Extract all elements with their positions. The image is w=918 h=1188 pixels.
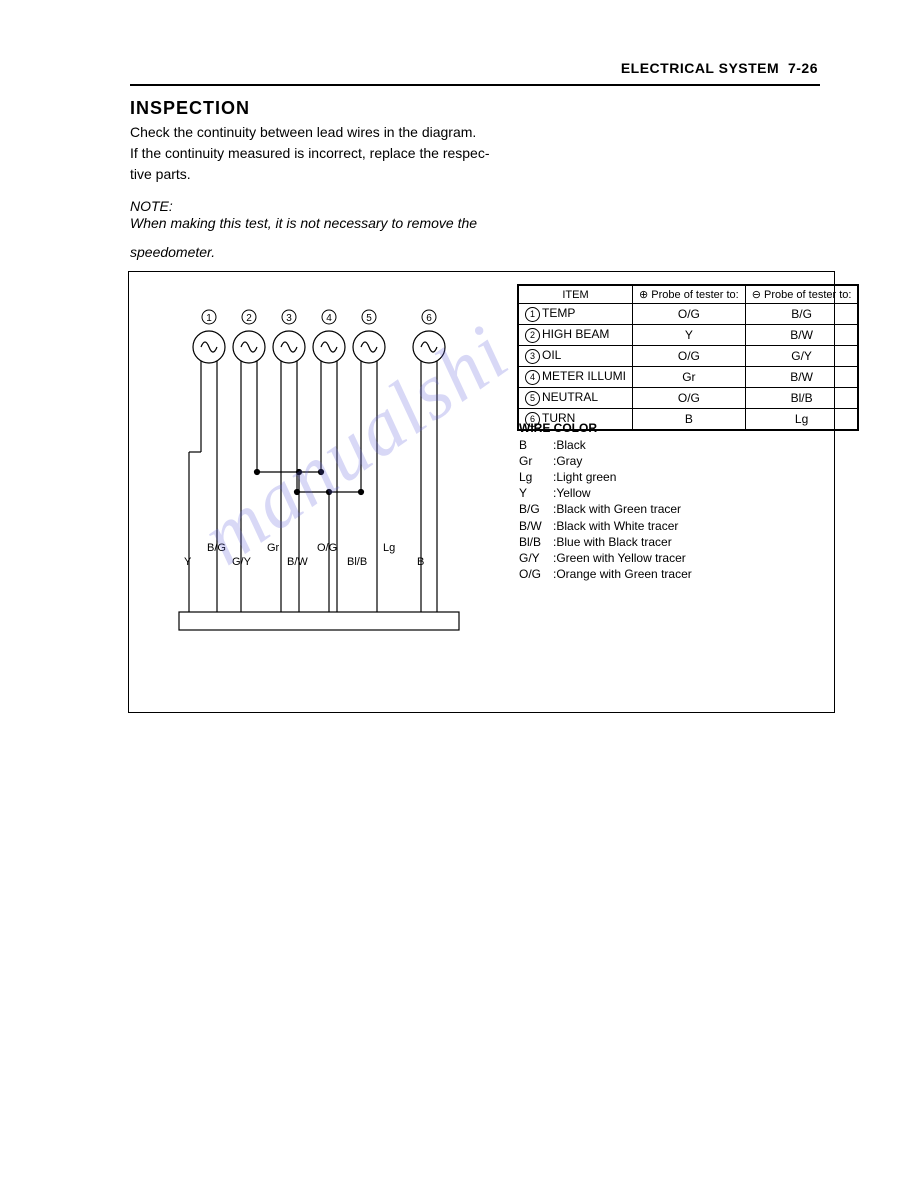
row-temp-plus: O/G [633,304,746,325]
probe-table: ITEM ⊕ Probe of tester to: ⊖ Probe of te… [517,284,859,431]
th-plus: ⊕ Probe of tester to: [633,286,746,304]
row-meter-plus: Gr [633,367,746,388]
wiring-diagram: 1 2 3 4 5 6 Y B/G G/Y Gr B/W O/G Bl/B Lg… [128,271,835,713]
note-label: NOTE: [130,198,858,214]
header-rule [130,84,820,86]
wire-label-og: O/G [317,542,337,554]
wire-label-b: B [417,556,424,568]
wire-color-legend: WIRE COLOR B: Black Gr: Gray Lg: Light g… [519,420,692,582]
wire-label-gr: Gr [267,542,279,554]
inspection-text-3: tive parts. [130,165,858,184]
row-neutral-item: 5NEUTRAL [519,388,633,409]
section-title: ELECTRICAL SYSTEM [621,60,779,76]
note-text-1: When making this test, it is not necessa… [130,214,858,233]
th-minus: ⊖ Probe of tester to: [745,286,858,304]
row-temp-minus: B/G [745,304,858,325]
svg-text:3: 3 [286,313,292,324]
row-oil-item: 3OIL [519,346,633,367]
row-highbeam-plus: Y [633,325,746,346]
row-meter-item: 4METER ILLUMI [519,367,633,388]
row-neutral-minus: Bl/B [745,388,858,409]
svg-text:4: 4 [326,313,332,324]
row-highbeam-minus: B/W [745,325,858,346]
wire-label-y: Y [184,556,191,568]
wire-label-blb: Bl/B [347,556,367,568]
wiring-svg: 1 2 3 4 5 6 [129,272,509,712]
note-text-2: speedometer. [130,243,858,262]
row-oil-plus: O/G [633,346,746,367]
svg-text:6: 6 [426,313,432,324]
page-header: ELECTRICAL SYSTEM 7-26 [110,60,818,76]
row-meter-minus: B/W [745,367,858,388]
wire-label-bw: B/W [287,556,308,568]
wirecolor-title: WIRE COLOR [519,420,692,436]
inspection-title: INSPECTION [130,98,858,119]
row-highbeam-item: 2HIGH BEAM [519,325,633,346]
th-item: ITEM [519,286,633,304]
row-oil-minus: G/Y [745,346,858,367]
svg-text:2: 2 [246,313,252,324]
wire-label-lg: Lg [383,542,395,554]
wire-label-gy: G/Y [232,556,251,568]
row-turn-minus: Lg [745,409,858,430]
svg-text:5: 5 [366,313,372,324]
inspection-text-1: Check the continuity between lead wires … [130,123,858,142]
wire-label-bg: B/G [207,542,226,554]
row-temp-item: 1TEMP [519,304,633,325]
svg-text:1: 1 [206,313,212,324]
row-neutral-plus: O/G [633,388,746,409]
inspection-text-2: If the continuity measured is incorrect,… [130,144,858,163]
page: ELECTRICAL SYSTEM 7-26 INSPECTION Check … [0,0,918,713]
page-number: 7-26 [788,60,818,76]
